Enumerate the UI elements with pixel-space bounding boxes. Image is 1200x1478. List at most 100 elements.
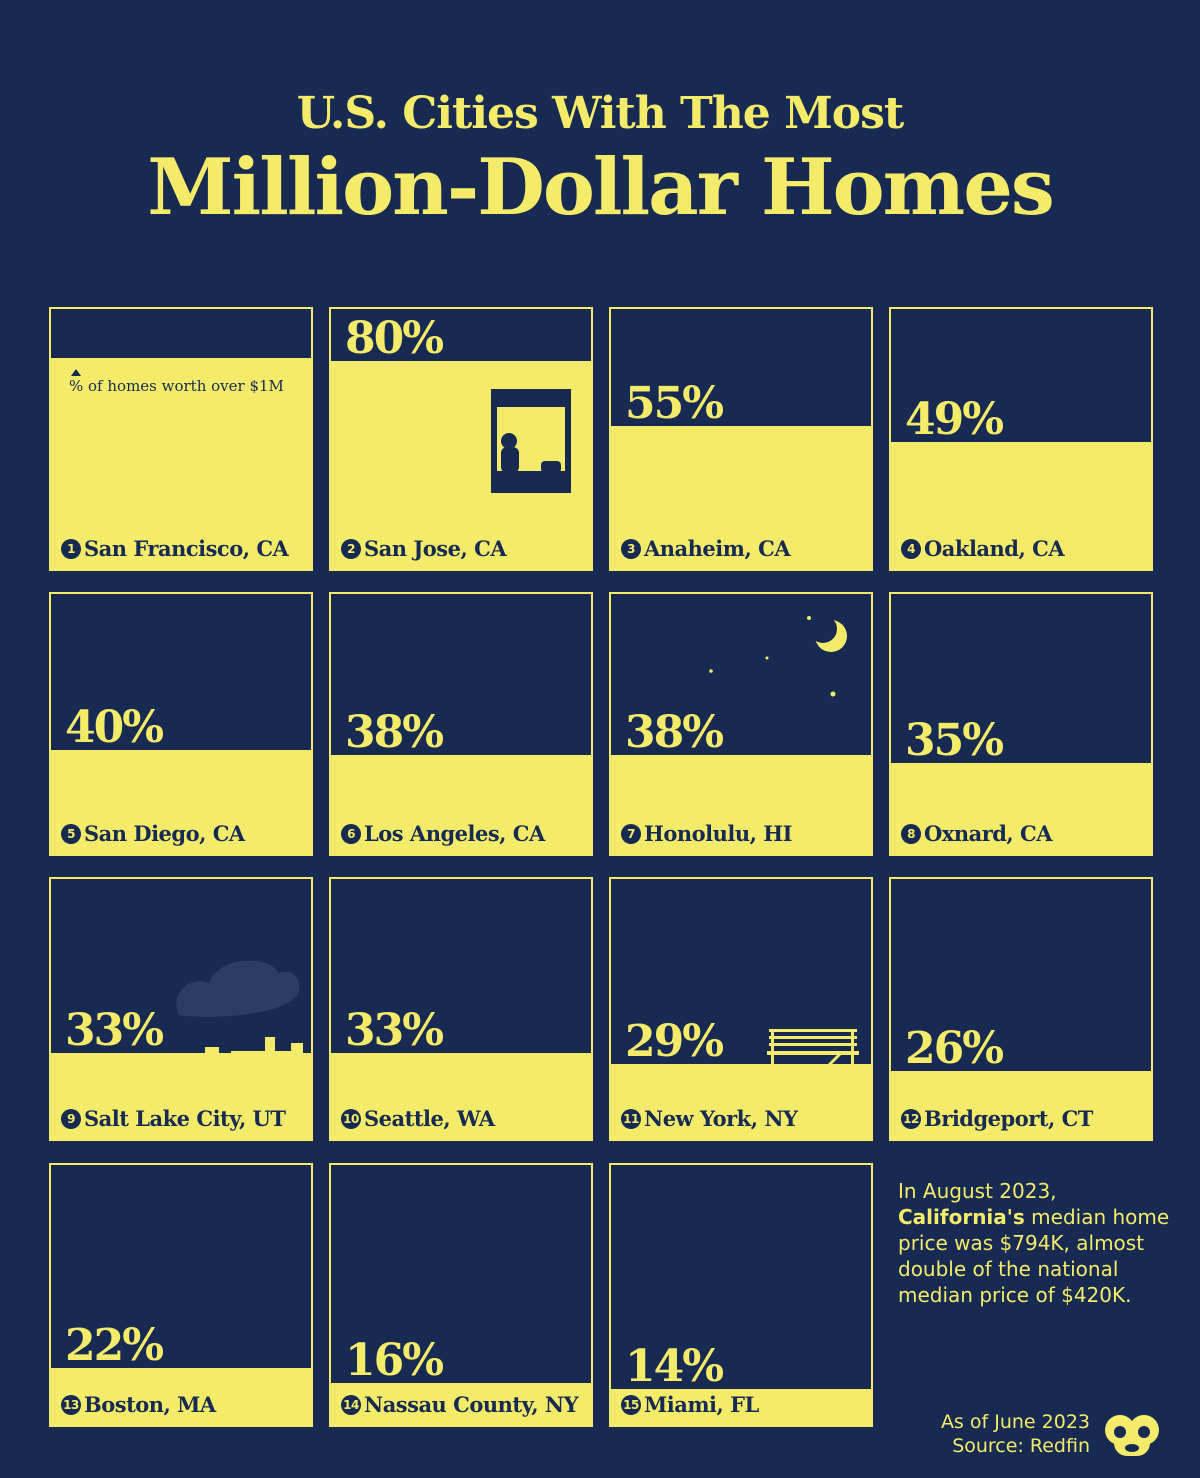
city-name: Nassau County, NY [364,1392,579,1417]
percentage-bar [611,1064,871,1139]
chart-subtitle: U.S. Cities With The Most [296,88,905,139]
source-name: Source: Redfin [952,1435,1090,1457]
rank-badge: 6 [341,823,361,844]
city-name: Salt Lake City, UT [84,1106,286,1131]
chart-title: Million-Dollar Homes [147,142,1054,233]
city-label: 2 San Jose, CA [341,536,507,561]
city-label: 3 Anaheim, CA [621,536,791,561]
percentage-label: 16% [345,1335,444,1386]
percentage-label: 38% [625,707,724,758]
percentage-bar [331,755,591,854]
city-label: 5 San Diego, CA [61,821,245,846]
city-name: Miami, FL [644,1392,759,1417]
rank-badge: 15 [621,1394,641,1415]
percentage-bar [51,358,311,569]
percentage-label: 81% [65,313,164,364]
city-label: 10 Seattle, WA [341,1106,495,1131]
percentage-bar [611,1389,871,1425]
city-tile: 81% % of homes worth over $1M 1 San Francis… [49,307,313,571]
percentage-bar [891,763,1151,854]
city-name: San Diego, CA [84,821,245,846]
city-tile: 14% 15 Miami, FL [609,1163,873,1427]
city-label: 4 Oakland, CA [901,536,1065,561]
percentage-label: 49% [905,394,1004,445]
percentage-label: 38% [345,707,444,758]
window-figure-icon [491,389,571,493]
note-part2: median home price was $794K, almost doub… [898,1205,1170,1307]
city-name: Los Angeles, CA [364,821,545,846]
city-label: 13 Boston, MA [61,1392,216,1417]
rank-badge: 5 [61,823,81,844]
rank-badge: 10 [341,1108,361,1129]
city-tile: 40% 5 San Diego, CA [49,592,313,856]
percentage-bar [611,426,871,569]
park-bench-icon [767,1029,859,1067]
percentage-label: 22% [65,1320,164,1371]
city-name: Anaheim, CA [644,536,791,561]
city-name: Bridgeport, CT [924,1106,1093,1131]
legend-label: % of homes worth over $1M [69,377,284,395]
rank-badge: 11 [621,1108,641,1129]
rank-badge: 2 [341,538,361,559]
brand-logo-icon [1105,1415,1159,1456]
rank-badge: 8 [901,823,921,844]
city-label: 6 Los Angeles, CA [341,821,545,846]
city-label: 14 Nassau County, NY [341,1392,579,1417]
city-name: Oxnard, CA [924,821,1053,846]
percentage-label: 29% [625,1016,724,1067]
percentage-label: 35% [905,715,1004,766]
percentage-bar [331,1383,591,1425]
rank-badge: 9 [61,1108,81,1129]
city-tile: 33% 10 Seattle, WA [329,877,593,1141]
city-name: Seattle, WA [364,1106,495,1131]
city-label: 12 Bridgeport, CT [901,1106,1093,1131]
city-tile: 22% 13 Boston, MA [49,1163,313,1427]
percentage-label: 80% [345,313,444,364]
percentage-bar [891,442,1151,569]
city-label: 9 Salt Lake City, UT [61,1106,286,1131]
percentage-label: 14% [625,1341,724,1392]
city-tile: 16% 14 Nassau County, NY [329,1163,593,1427]
city-tile: 55% 3 Anaheim, CA [609,307,873,571]
note-part1: In August 2023, [898,1179,1057,1203]
city-name: Oakland, CA [924,536,1065,561]
percentage-bar [51,750,311,854]
city-tile: 38% 7 Honolulu, HI [609,592,873,856]
city-tile: 26% 12 Bridgeport, CT [889,877,1153,1141]
city-tile: 49% 4 Oakland, CA [889,307,1153,571]
source-date: As of June 2023 [940,1411,1090,1433]
city-name: San Jose, CA [364,536,507,561]
city-label: 8 Oxnard, CA [901,821,1053,846]
city-tile: 29% 11 New York, NY [609,877,873,1141]
rank-badge: 3 [621,538,641,559]
percentage-bar [51,1368,311,1425]
city-name: Honolulu, HI [644,821,792,846]
city-tile: 80% 2 San Jose, CA [329,307,593,571]
rank-badge: 14 [341,1394,361,1415]
city-name: San Francisco, CA [84,536,289,561]
city-name: Boston, MA [84,1392,216,1417]
percentage-bar [331,1053,591,1139]
rank-badge: 4 [901,538,921,559]
city-tile: 35% 8 Oxnard, CA [889,592,1153,856]
city-label: 7 Honolulu, HI [621,821,792,846]
rank-badge: 7 [621,823,641,844]
legend-arrow-icon [71,369,81,376]
percentage-bar [611,755,871,854]
source-block: As of June 2023 Source: Redfin [900,1410,1090,1458]
percentage-label: 40% [65,702,164,753]
city-label: 15 Miami, FL [621,1392,759,1417]
city-label: 1 San Francisco, CA [61,536,289,561]
factory-smoke-icon [176,960,305,1075]
rank-badge: 1 [61,538,81,559]
percentage-label: 33% [345,1005,444,1056]
note-highlight: California's [898,1205,1025,1229]
california-note: In August 2023, California's median home… [898,1178,1178,1308]
percentage-bar [891,1071,1151,1139]
rank-badge: 12 [901,1108,921,1129]
moon-stars-icon [709,615,847,697]
city-name: New York, NY [644,1106,798,1131]
percentage-label: 26% [905,1023,1004,1074]
rank-badge: 13 [61,1394,81,1415]
city-tile: 38% 6 Los Angeles, CA [329,592,593,856]
